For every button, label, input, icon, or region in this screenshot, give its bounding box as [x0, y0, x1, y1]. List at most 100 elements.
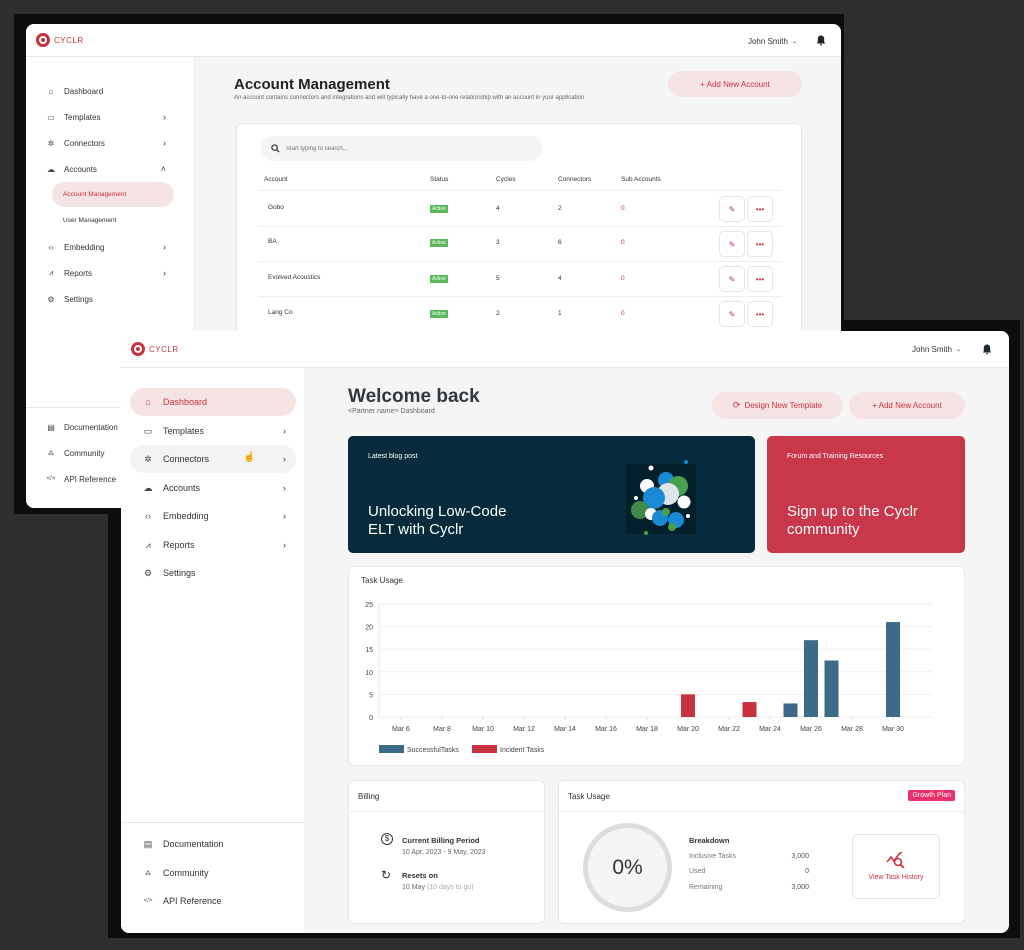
connectors-value: 1	[558, 310, 562, 317]
billing-period-label: Current Billing Period	[402, 836, 480, 845]
y-tick-label: 10	[365, 670, 373, 677]
more-button[interactable]: •••	[747, 231, 773, 257]
view-task-history-button[interactable]: View Task History	[852, 834, 940, 899]
chevron-right-icon: ›	[283, 454, 286, 464]
sidebar-item-accounts[interactable]: ☁ Accounts ›	[130, 474, 296, 502]
bar[interactable]	[886, 622, 900, 717]
sidebar-item-settings[interactable]: ⚙ Settings	[46, 291, 176, 307]
sidebar-item-reports[interactable]: ⩘ Reports ›	[46, 265, 176, 281]
chevron-right-icon: ›	[163, 138, 166, 148]
sidebar-item-documentation[interactable]: ▤ Documentation	[130, 831, 296, 857]
legend-label[interactable]: Incident Tasks	[500, 747, 545, 754]
sidebar-item-documentation[interactable]: ▤ Documentation	[46, 419, 176, 435]
button-label: View Task History	[868, 874, 924, 881]
chevron-right-icon: ›	[283, 540, 286, 550]
edit-button[interactable]: ✎	[719, 231, 745, 257]
sidebar-item-templates[interactable]: ▭ Templates ›	[46, 109, 176, 125]
latest-blog-post-card[interactable]: Latest blog post Unlocking Low-Code ELT …	[348, 436, 755, 553]
sidebar-item-connectors[interactable]: ✲ Connectors ☝ ›	[130, 445, 296, 473]
bell-icon[interactable]	[816, 35, 826, 46]
column-header-account[interactable]: Account	[264, 176, 288, 183]
blog-title-line: Unlocking Low-Code	[368, 503, 507, 520]
bar[interactable]	[804, 640, 818, 717]
top-bar: CYCLR John Smith ⌄	[26, 24, 841, 57]
bar[interactable]	[783, 703, 798, 717]
more-icon: •••	[755, 309, 765, 319]
blog-title[interactable]: Unlocking Low-Code ELT with Cyclr	[368, 503, 506, 539]
column-header-status[interactable]: Status	[430, 176, 449, 183]
x-tick-label: Mar 20	[677, 726, 699, 733]
sidebar-subitem-account-management[interactable]: Account Management	[52, 182, 174, 207]
nav-label: Documentation	[163, 839, 224, 849]
column-header-connectors[interactable]: Connectors	[558, 176, 592, 183]
search-bar[interactable]	[261, 136, 542, 161]
y-tick-label: 25	[365, 602, 373, 609]
cyclr-logo[interactable]: CYCLR	[36, 33, 84, 47]
user-menu[interactable]: John Smith ⌄	[748, 37, 797, 46]
forum-training-card[interactable]: Forum and Training Resources Sign up to …	[767, 436, 965, 553]
bar[interactable]	[681, 694, 695, 717]
sidebar-item-community[interactable]: ⁂ Community	[46, 445, 176, 461]
sidebar-item-templates[interactable]: ▭ Templates ›	[130, 417, 296, 445]
chart-title: Task Usage	[361, 576, 403, 585]
legend-swatch	[472, 745, 497, 753]
nav-label: API Reference	[64, 474, 117, 484]
more-button[interactable]: •••	[747, 266, 773, 292]
chevron-right-icon: ›	[163, 268, 166, 278]
sidebar-item-reports[interactable]: ⩘ Reports ›	[130, 531, 296, 559]
cyclr-logo[interactable]: CYCLR	[131, 342, 179, 356]
logo-text: CYCLR	[54, 35, 84, 45]
x-tick-label: Mar 8	[433, 726, 451, 733]
nav-label: Dashboard	[64, 86, 104, 96]
resets-label: Resets on	[402, 871, 438, 880]
account-name[interactable]: Evolved Acoustics	[268, 274, 321, 281]
edit-button[interactable]: ✎	[719, 301, 745, 327]
sidebar-divider	[121, 822, 304, 823]
forum-title[interactable]: Sign up to the Cyclr community	[787, 503, 918, 539]
sidebar-item-dashboard[interactable]: ⌂ Dashboard	[130, 388, 296, 416]
account-name[interactable]: Lang Co	[268, 309, 293, 316]
more-button[interactable]: •••	[747, 301, 773, 327]
sidebar-item-settings[interactable]: ⚙ Settings	[130, 559, 296, 587]
home-icon: ⌂	[48, 86, 54, 96]
sidebar-item-community[interactable]: ⁂ Community	[130, 860, 296, 886]
bar[interactable]	[824, 660, 839, 718]
add-new-account-button[interactable]: + Add New Account	[849, 392, 965, 419]
sidebar-item-api-reference[interactable]: </> API Reference	[130, 888, 296, 914]
account-name[interactable]: BA	[268, 238, 277, 245]
reports-icon: ⩘	[48, 268, 54, 277]
sidebar-item-embedding[interactable]: ‹› Embedding ›	[130, 502, 296, 530]
more-button[interactable]: •••	[747, 196, 773, 222]
top-bar: CYCLR John Smith ⌄	[121, 331, 1009, 368]
sidebar-item-embedding[interactable]: ‹› Embedding ›	[46, 239, 176, 255]
search-input[interactable]	[286, 145, 486, 152]
home-icon: ⌂	[145, 397, 151, 407]
sidebar-item-api-reference[interactable]: </> API Reference	[46, 471, 176, 487]
sidebar-item-accounts[interactable]: ☁ Accounts ˄	[46, 161, 176, 177]
document-icon: ▤	[143, 838, 153, 849]
sidebar-item-connectors[interactable]: ✲ Connectors ›	[46, 135, 176, 151]
legend-label[interactable]: SuccessfulTasks	[407, 747, 459, 754]
user-menu[interactable]: John Smith ⌄	[912, 345, 961, 354]
sidebar-subitem-user-management[interactable]: User Management	[52, 212, 174, 228]
bar[interactable]	[742, 702, 757, 717]
refresh-icon: ⟳	[732, 400, 741, 410]
chevron-down-icon: ⌄	[955, 347, 961, 353]
user-name: John Smith	[911, 345, 952, 354]
column-header-sub-accounts[interactable]: Sub Accounts	[621, 176, 661, 183]
dashboard-window: CYCLR John Smith ⌄ ⌂ Dashboard ▭ Templates…	[121, 331, 1009, 933]
edit-button[interactable]: ✎	[719, 196, 745, 222]
bell-icon[interactable]	[982, 344, 992, 355]
task-usage-card: Task Usage Growth Plan 0% Breakdown Incl…	[558, 780, 965, 924]
sub-accounts-value: 0	[621, 275, 625, 282]
design-new-template-button[interactable]: ⟳ Design New Template	[712, 392, 843, 419]
blog-eyebrow: Latest blog post	[368, 453, 418, 460]
task-usage-bar-chart: 0 5 10 15 20 25 Mar 6 Mar 8 Mar 10 Mar 12 Mar 14 Ma…	[365, 602, 932, 754]
x-tick-label: Mar 26	[800, 726, 822, 733]
column-header-cycles[interactable]: Cycles	[496, 176, 516, 183]
account-name[interactable]: Gobo	[268, 204, 284, 211]
edit-button[interactable]: ✎	[719, 266, 745, 292]
user-name: John Smith	[747, 37, 788, 46]
add-new-account-button[interactable]: + Add New Account	[668, 71, 802, 97]
sidebar-item-dashboard[interactable]: ⌂ Dashboard	[46, 83, 176, 99]
